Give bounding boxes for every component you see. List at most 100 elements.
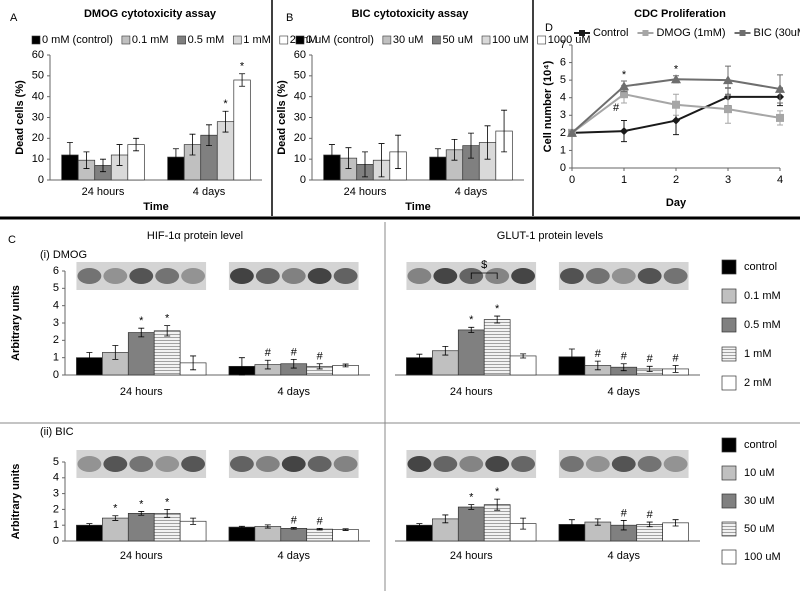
western-blot <box>76 262 207 290</box>
error-bar <box>594 518 601 526</box>
legend-swatch <box>31 35 41 45</box>
error-bar <box>646 365 653 372</box>
error-bar <box>342 528 349 531</box>
error-bar <box>416 353 423 362</box>
error-bar <box>468 326 475 333</box>
legend-label: 0.1 mM <box>132 34 169 46</box>
significance-marker: * <box>240 61 245 73</box>
legend-label: Control <box>593 27 628 39</box>
y-tick-label: 0 <box>560 162 566 174</box>
error-bar <box>112 345 119 360</box>
legend-label: 0 uM (control) <box>306 34 374 46</box>
x-tick-label: 24 hours <box>450 386 493 398</box>
blot-band <box>103 456 128 472</box>
blot-band <box>155 456 180 472</box>
y-tick-label: 5 <box>53 282 59 294</box>
error-bar <box>316 363 323 370</box>
panel-letter: D <box>545 22 553 34</box>
y-tick-label: 50 <box>294 70 306 82</box>
x-tick-label: 24 hours <box>344 186 387 198</box>
significance-marker: * <box>495 486 500 498</box>
error-bar <box>672 365 679 373</box>
error-bar <box>133 137 140 152</box>
y-tick-label: 4 <box>53 300 59 312</box>
error-bar <box>164 325 171 337</box>
y-tick-label: 3 <box>53 317 59 329</box>
error-bar <box>328 144 335 166</box>
y-tick-label: 40 <box>32 91 44 103</box>
western-blot <box>558 262 689 290</box>
bar <box>127 512 155 542</box>
bracket <box>470 272 498 279</box>
error-bar <box>442 514 449 524</box>
significance-marker: # <box>647 509 654 521</box>
error-bar <box>345 147 352 169</box>
blot-band <box>129 268 154 284</box>
y-tick-label: 4 <box>560 92 566 104</box>
point <box>775 83 785 93</box>
blot-band <box>77 268 102 284</box>
x-tick-label: 4 days <box>193 186 226 198</box>
y-tick-label: 30 <box>32 111 44 123</box>
point <box>723 75 733 85</box>
y-tick-label: 1 <box>53 352 59 364</box>
legend-swatch <box>432 35 441 45</box>
y-tick-label: 2 <box>560 127 566 139</box>
y-tick-label: 3 <box>53 488 59 500</box>
error-bar <box>468 504 475 510</box>
error-bar <box>494 498 501 511</box>
legend-swatch <box>721 437 737 453</box>
legend-swatch <box>721 521 737 537</box>
bar <box>102 517 129 542</box>
error-bar <box>86 523 93 528</box>
blot-band <box>77 456 102 472</box>
error-bar <box>83 151 90 169</box>
y-tick-label: 5 <box>53 456 59 468</box>
legend-marker <box>579 30 585 36</box>
chart-title: BIC cytotoxicity assay <box>352 8 470 20</box>
y-tick-label: 60 <box>294 49 306 61</box>
legend-swatch <box>481 35 491 45</box>
error-bar <box>362 151 368 178</box>
error-bar <box>316 527 323 531</box>
blot-band <box>585 268 610 284</box>
error-bar <box>620 363 627 372</box>
blot-band <box>611 268 636 284</box>
error-bar <box>672 519 679 527</box>
significance-marker: * <box>165 313 170 325</box>
point <box>672 100 680 109</box>
bracket-label: $ <box>481 259 487 271</box>
bar <box>332 529 359 542</box>
error-bar <box>138 511 145 516</box>
legend-swatch <box>721 493 737 509</box>
legend-swatch <box>721 259 737 275</box>
error-bar <box>378 143 385 178</box>
western-blot <box>228 450 359 478</box>
y-tick-label: 20 <box>294 132 306 144</box>
significance-marker: * <box>469 492 474 504</box>
y-axis-label: Dead cells (%) <box>276 80 288 155</box>
x-axis-label: Time <box>143 201 168 213</box>
blot-band <box>407 456 432 472</box>
y-tick-label: 6 <box>53 265 59 277</box>
significance-marker: * <box>469 314 474 326</box>
y-tick-label: 6 <box>560 56 566 68</box>
significance-marker: # <box>621 351 628 363</box>
blot-band <box>433 456 458 472</box>
blot-band <box>663 456 688 472</box>
y-tick-label: 0 <box>53 369 59 381</box>
legend-swatch <box>721 288 737 304</box>
x-tick-label: 24 hours <box>120 386 163 398</box>
significance-marker: # <box>265 347 272 359</box>
error-bar <box>238 357 245 376</box>
blot-band <box>407 268 432 284</box>
error-bar <box>239 73 246 87</box>
point <box>620 127 628 136</box>
y-tick-label: 2 <box>53 334 59 346</box>
y-tick-label: 7 <box>560 39 566 51</box>
blot-band <box>103 268 128 284</box>
blot-band <box>485 456 510 472</box>
x-tick-label: 24 hours <box>82 186 125 198</box>
bar <box>254 526 282 542</box>
legend-swatch <box>382 35 392 45</box>
